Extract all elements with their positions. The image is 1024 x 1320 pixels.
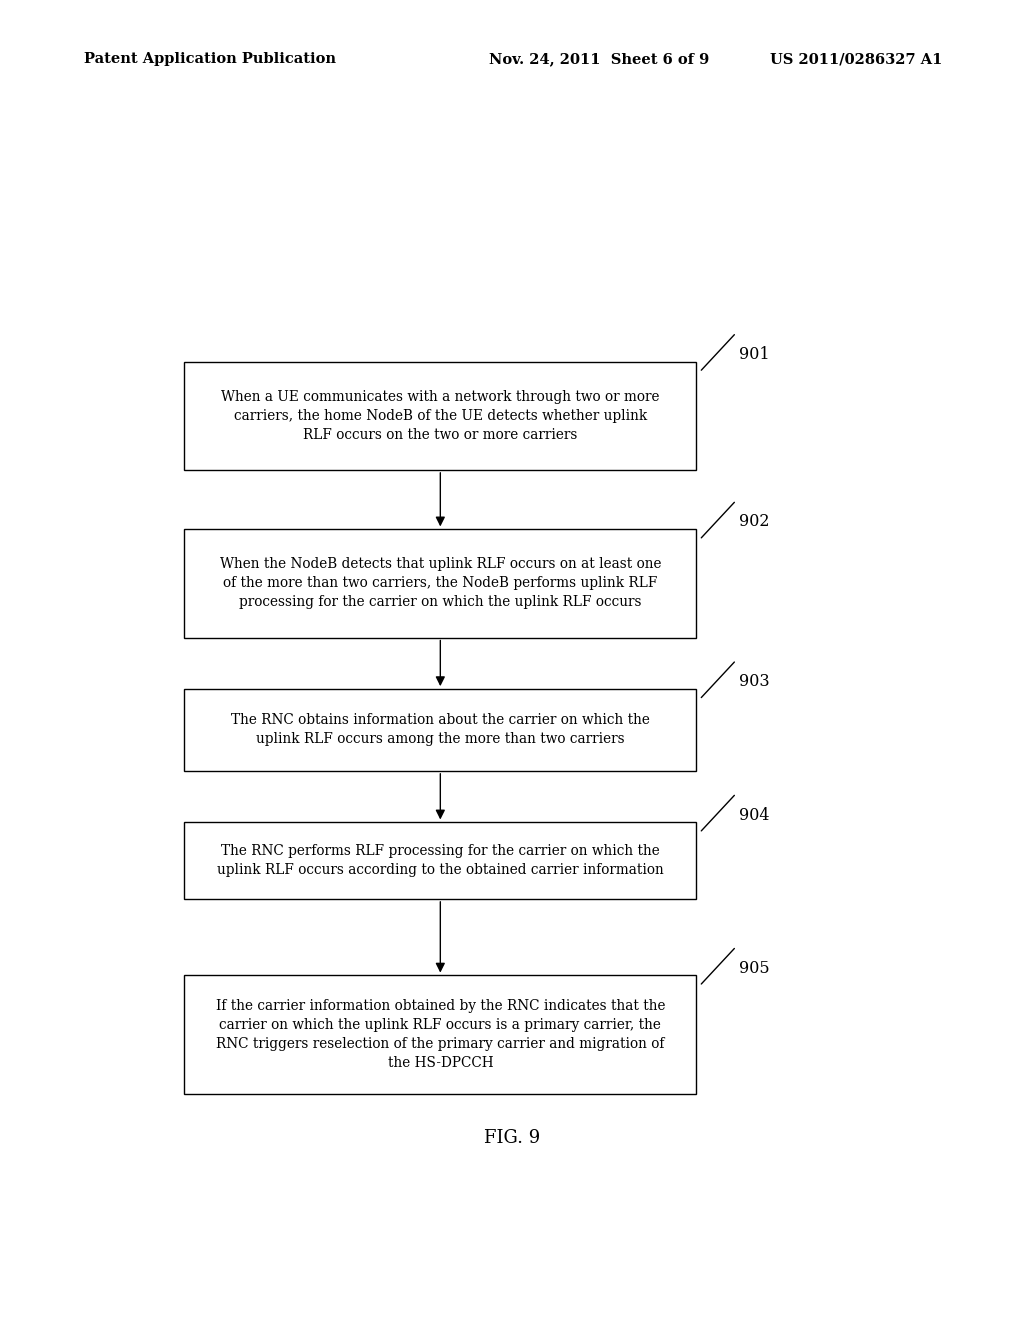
Text: 904: 904 (739, 807, 770, 824)
Text: 902: 902 (739, 513, 770, 531)
Text: 903: 903 (739, 673, 770, 690)
FancyBboxPatch shape (184, 975, 696, 1094)
Text: Patent Application Publication: Patent Application Publication (84, 53, 336, 66)
Text: The RNC obtains information about the carrier on which the
uplink RLF occurs amo: The RNC obtains information about the ca… (230, 714, 650, 746)
FancyBboxPatch shape (184, 689, 696, 771)
Text: If the carrier information obtained by the RNC indicates that the
carrier on whi: If the carrier information obtained by t… (216, 999, 665, 1071)
Text: 901: 901 (739, 346, 770, 363)
Text: US 2011/0286327 A1: US 2011/0286327 A1 (770, 53, 942, 66)
Text: The RNC performs RLF processing for the carrier on which the
uplink RLF occurs a: The RNC performs RLF processing for the … (217, 845, 664, 876)
Text: When the NodeB detects that uplink RLF occurs on at least one
of the more than t: When the NodeB detects that uplink RLF o… (219, 557, 662, 610)
Text: FIG. 9: FIG. 9 (484, 1129, 540, 1147)
Text: When a UE communicates with a network through two or more
carriers, the home Nod: When a UE communicates with a network th… (221, 389, 659, 442)
FancyBboxPatch shape (184, 529, 696, 638)
Text: Nov. 24, 2011  Sheet 6 of 9: Nov. 24, 2011 Sheet 6 of 9 (489, 53, 710, 66)
Text: 905: 905 (739, 960, 770, 977)
FancyBboxPatch shape (184, 362, 696, 470)
FancyBboxPatch shape (184, 822, 696, 899)
